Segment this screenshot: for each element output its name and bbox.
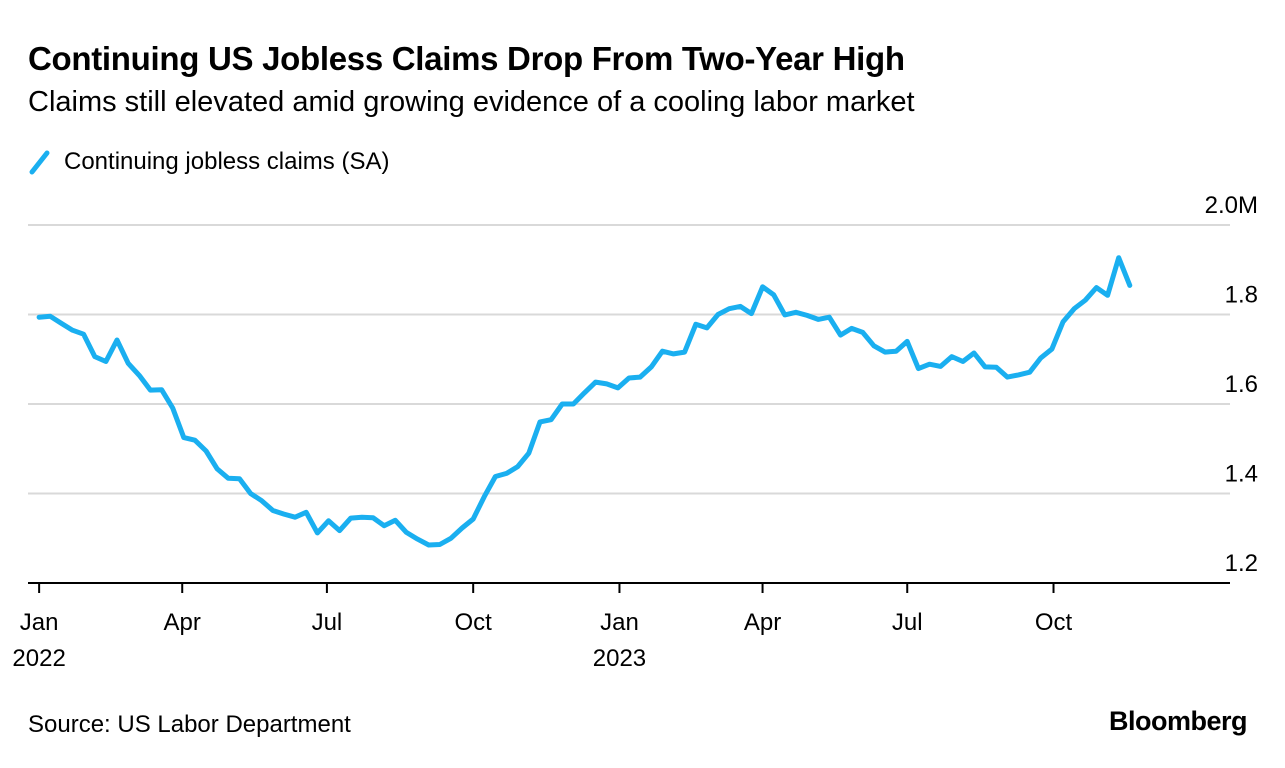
chart-title: Continuing US Jobless Claims Drop From T… — [28, 40, 905, 77]
y-tick-label: 1.2 — [1225, 550, 1258, 577]
line-chart: 2.0M 1.8 1.6 1.4 1.2 Jan 2022 Apr Jul Oct Jan 2023… — [12, 192, 1258, 672]
legend-line-icon — [29, 150, 50, 175]
gridlines — [28, 224, 1230, 495]
x-tick-label: Oct — [455, 609, 493, 636]
x-tick-label: Apr — [744, 609, 781, 636]
series-layer — [36, 255, 1133, 548]
x-tick-label: Jul — [312, 609, 343, 636]
x-axis: Jan 2022 Apr Jul Oct Jan 2023 Apr Jul Oct — [12, 582, 1230, 672]
legend: Continuing jobless claims (SA) — [28, 146, 389, 178]
x-tick-label: Oct — [1035, 609, 1073, 636]
x-tick-label: Apr — [164, 609, 201, 636]
x-tick-year-label: 2022 — [12, 645, 65, 672]
source-note: Source: US Labor Department — [28, 711, 351, 738]
series-line — [36, 255, 1133, 548]
x-tick-label: Jan — [600, 609, 639, 636]
y-tick-label: 2.0M — [1205, 192, 1258, 219]
y-axis-labels: 2.0M 1.8 1.6 1.4 1.2 — [1205, 192, 1258, 577]
y-tick-label: 1.6 — [1225, 371, 1258, 398]
legend-label: Continuing jobless claims (SA) — [64, 148, 390, 175]
x-tick-year-label: 2023 — [593, 645, 646, 672]
y-tick-label: 1.4 — [1225, 461, 1258, 488]
bloomberg-logo: Bloomberg — [1108, 706, 1248, 736]
x-tick-label: Jul — [892, 609, 923, 636]
x-tick-label: Jan — [20, 609, 59, 636]
y-tick-label: 1.8 — [1225, 282, 1258, 309]
chart-subtitle: Claims still elevated amid growing evide… — [28, 86, 915, 118]
